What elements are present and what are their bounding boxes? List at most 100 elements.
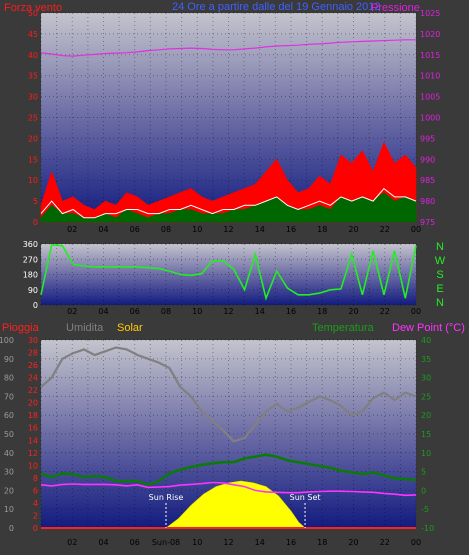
pressure-tick-label: 1020 — [420, 30, 440, 39]
x-tick-label: 12 — [223, 538, 233, 547]
temperature-tick-label: 40 — [421, 336, 431, 345]
humidity-tick-label: 100 — [0, 336, 14, 345]
pressure-tick-label: 1010 — [420, 72, 440, 81]
x-tick-label: 02 — [67, 225, 77, 234]
temperature-line — [40, 453, 417, 487]
wind-tick-label: 50 — [28, 9, 38, 18]
rain-tick-label: 14 — [28, 436, 38, 445]
temperature-tick-label: 35 — [421, 355, 431, 364]
rain-tick-label: 20 — [28, 399, 38, 408]
x-tick-label: 16 — [286, 307, 296, 316]
temperature-axis-title: Temperatura — [312, 322, 375, 334]
humidity-axis-title: Umidita — [66, 322, 104, 334]
x-tick-label: 00 — [411, 225, 421, 234]
compass-label: N — [436, 241, 444, 253]
x-tick-label: 16 — [286, 538, 296, 547]
x-tick-label: 18 — [317, 307, 327, 316]
wind-tick-label: 5 — [33, 197, 38, 206]
x-tick-label: 06 — [130, 307, 140, 316]
temperature-tick-label: 30 — [421, 374, 431, 383]
compass-label: S — [436, 269, 443, 281]
x-tick-label: 16 — [286, 225, 296, 234]
wind-tick-label: 15 — [28, 155, 38, 164]
pressure-tick-label: 1000 — [420, 114, 440, 123]
direction-tick-label: 270 — [23, 255, 38, 264]
pressure-tick-label: 985 — [420, 176, 435, 185]
rain-tick-label: 16 — [28, 424, 38, 433]
pressure-tick-label: 1015 — [420, 51, 440, 60]
humidity-tick-label: 40 — [4, 449, 14, 458]
humidity-tick-label: 70 — [4, 392, 14, 401]
temperature-tick-label: 10 — [421, 449, 431, 458]
dewpoint-axis-title: Dew Point (°C) — [392, 322, 465, 334]
pressure-tick-label: 1005 — [420, 93, 440, 102]
x-tick-label: 12 — [223, 307, 233, 316]
rain-tick-label: 8 — [33, 474, 38, 483]
wind-tick-label: 35 — [28, 72, 38, 81]
temperature-tick-label: 5 — [421, 468, 426, 477]
wind-tick-label: 0 — [33, 218, 38, 227]
direction-tick-label: 180 — [23, 271, 38, 280]
x-tick-label: 04 — [98, 225, 108, 234]
temperature-tick-label: -10 — [421, 524, 434, 533]
dewpoint-line — [40, 481, 417, 497]
x-tick-label: 06 — [130, 538, 140, 547]
humidity-tick-label: 80 — [4, 374, 14, 383]
rain-tick-label: 6 — [33, 486, 38, 495]
x-tick-label: 12 — [223, 225, 233, 234]
x-tick-label: 22 — [380, 538, 390, 547]
x-tick-label: 06 — [130, 225, 140, 234]
compass-label: W — [435, 255, 446, 267]
x-tick-label: 18 — [317, 225, 327, 234]
pressure-line — [40, 39, 416, 57]
wind-direction-line — [40, 243, 417, 301]
compass-label: N — [436, 297, 444, 309]
rain-tick-label: 28 — [28, 349, 38, 358]
humidity-line — [40, 346, 417, 443]
x-tick-label: 04 — [98, 307, 108, 316]
plot-area-wind-direction — [41, 244, 416, 305]
chart-title: 24 Ore a partire dalle del 19 Gennaio 20… — [172, 1, 381, 13]
axis-ticks-wind-direction: 0 90 180 270 360 02 04 06 08 10 12 14 16 18 20 22 00 — [23, 240, 421, 316]
x-tick-label: 14 — [255, 538, 265, 547]
rain-tick-label: 0 — [33, 524, 38, 533]
humidity-tick-label: 0 — [9, 524, 14, 533]
solar-axis-title: Solar — [117, 322, 143, 334]
rain-tick-label: 22 — [28, 386, 38, 395]
rain-tick-label: 2 — [33, 511, 38, 520]
x-tick-label: 10 — [192, 225, 202, 234]
x-tick-label: 04 — [98, 538, 108, 547]
humidity-tick-label: 30 — [4, 468, 14, 477]
temperature-tick-label: 20 — [421, 411, 431, 420]
temperature-tick-label: 15 — [421, 430, 431, 439]
temperature-tick-label: 0 — [421, 486, 426, 495]
x-tick-label: 10 — [192, 307, 202, 316]
grid-wind-pressure — [40, 12, 417, 223]
humidity-tick-label: 90 — [4, 355, 14, 364]
series-climate: Sun Rise Sun Set — [40, 346, 417, 529]
rain-tick-label: 30 — [28, 336, 38, 345]
series-wind-pressure — [40, 39, 417, 223]
temperature-tick-label: -5 — [421, 505, 429, 514]
pressure-axis-title: Pressione — [371, 2, 420, 14]
compass-label: E — [436, 283, 443, 295]
x-tick-label: Sun-08 — [152, 538, 180, 547]
pressure-tick-label: 990 — [420, 155, 435, 164]
pressure-tick-label: 980 — [420, 197, 435, 206]
humidity-tick-label: 20 — [4, 486, 14, 495]
rain-tick-label: 18 — [28, 411, 38, 420]
humidity-tick-label: 10 — [4, 505, 14, 514]
series-wind-direction — [40, 243, 417, 301]
x-tick-label: 18 — [317, 538, 327, 547]
rain-tick-label: 24 — [28, 374, 38, 383]
direction-tick-label: 0 — [33, 301, 38, 310]
humidity-tick-label: 60 — [4, 411, 14, 420]
x-tick-label: 10 — [192, 538, 202, 547]
x-tick-label: 00 — [411, 538, 421, 547]
rain-tick-label: 12 — [28, 449, 38, 458]
wind-tick-label: 40 — [28, 51, 38, 60]
x-tick-label: 20 — [348, 538, 358, 547]
